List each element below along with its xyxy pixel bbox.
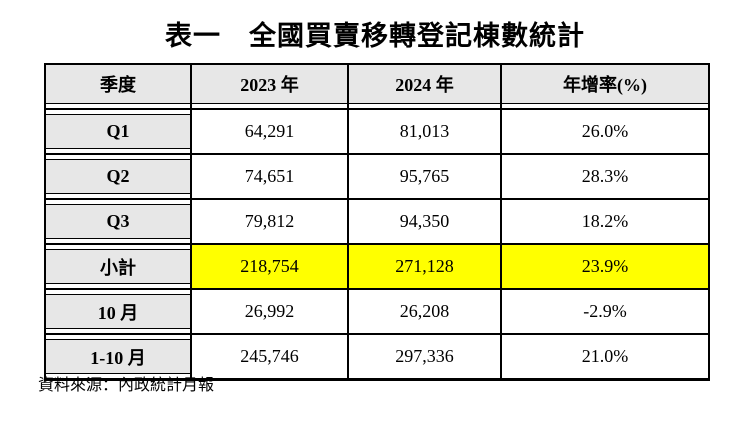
value-yoy: -2.9% <box>500 288 710 335</box>
header-2024-label: 2024 年 <box>350 66 499 104</box>
value-2024: 81,013 <box>347 108 502 155</box>
header-yoy-label: 年增率(%) <box>503 66 707 104</box>
value-2023: 79,812 <box>190 198 349 245</box>
row-label: Q2 <box>47 159 189 194</box>
value-2024: 26,208 <box>347 288 502 335</box>
row-label-cell: 1-10 月 <box>44 333 192 381</box>
page-title: 表一 全國買賣移轉登記棟數統計 <box>165 21 585 51</box>
row-label-cell: 小計 <box>44 243 192 290</box>
row-label: 1-10 月 <box>47 339 189 374</box>
table-row-q2: Q2 74,651 95,765 28.3% <box>44 153 710 200</box>
table-row-q1: Q1 64,291 81,013 26.0% <box>44 108 710 155</box>
row-label: 10 月 <box>47 294 189 329</box>
value-2024: 271,128 <box>347 243 502 290</box>
value-2023: 74,651 <box>190 153 349 200</box>
value-yoy: 18.2% <box>500 198 710 245</box>
value-2024: 297,336 <box>347 333 502 381</box>
value-2023: 64,291 <box>190 108 349 155</box>
table-row-october: 10 月 26,992 26,208 -2.9% <box>44 288 710 335</box>
value-2024: 95,765 <box>347 153 502 200</box>
national-transfer-stats-table: 季度 2023 年 2024 年 年增率(%) Q1 64,291 81,013… <box>44 63 710 381</box>
header-cell-2024: 2024 年 <box>347 63 502 110</box>
row-label-cell: Q3 <box>44 198 192 245</box>
row-label: Q3 <box>47 204 189 239</box>
table-header-row: 季度 2023 年 2024 年 年增率(%) <box>44 63 710 110</box>
header-cell-yoy: 年增率(%) <box>500 63 710 110</box>
row-label: Q1 <box>47 114 189 149</box>
value-2024: 94,350 <box>347 198 502 245</box>
table-row-subtotal-highlighted: 小計 218,754 271,128 23.9% <box>44 243 710 290</box>
value-2023: 218,754 <box>190 243 349 290</box>
value-2023: 26,992 <box>190 288 349 335</box>
table-row-jan-to-oct: 1-10 月 245,746 297,336 21.0% <box>44 333 710 381</box>
row-label-cell: Q2 <box>44 153 192 200</box>
value-2023: 245,746 <box>190 333 349 381</box>
table-row-q3: Q3 79,812 94,350 18.2% <box>44 198 710 245</box>
row-label: 小計 <box>47 249 189 284</box>
row-label-cell: Q1 <box>44 108 192 155</box>
value-yoy: 28.3% <box>500 153 710 200</box>
row-label-cell: 10 月 <box>44 288 192 335</box>
value-yoy: 23.9% <box>500 243 710 290</box>
value-yoy: 21.0% <box>500 333 710 381</box>
header-2023-label: 2023 年 <box>193 66 346 104</box>
header-quarter-label: 季度 <box>47 66 189 104</box>
source-note: 資料來源：內政統計月報 <box>38 377 215 394</box>
header-cell-2023: 2023 年 <box>190 63 349 110</box>
header-cell-quarter: 季度 <box>44 63 192 110</box>
value-yoy: 26.0% <box>500 108 710 155</box>
